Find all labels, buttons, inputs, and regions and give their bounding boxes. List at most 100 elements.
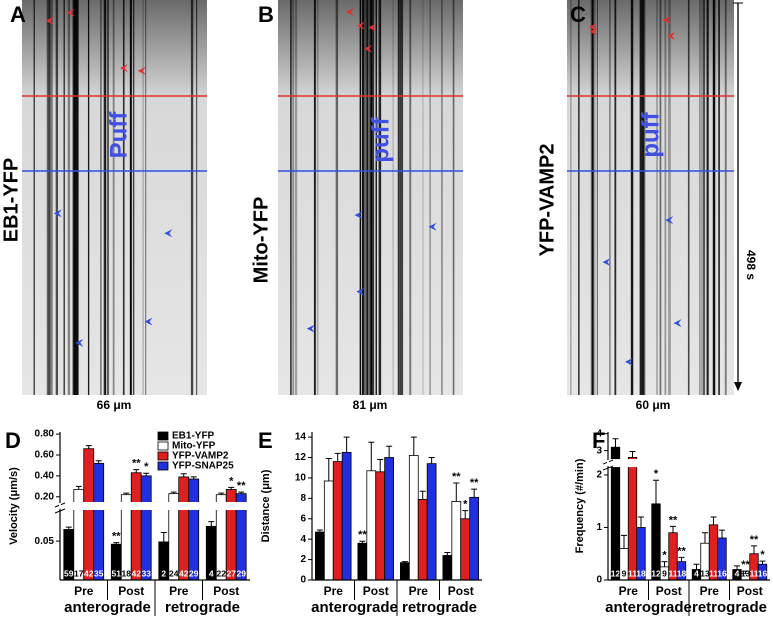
x-tick-label: Post [363,584,389,598]
count-label: 11 [709,568,718,578]
error-bar [462,510,469,519]
significance: * [144,461,149,473]
bar [83,448,95,581]
significance: ** [358,529,367,541]
arrowhead [734,382,742,391]
y-tick-label: 2 [596,470,602,481]
count-label: 9 [662,568,667,578]
group-label: retrograde [165,599,240,616]
kymo-track [668,0,670,395]
kymo-track [49,0,51,395]
significance: ** [132,458,141,470]
count-label: 59 [64,568,74,578]
count-label: 51 [112,568,122,578]
y-axis-title: Velocity (μm/s) [8,467,20,545]
x-tick-label: Pre [619,584,639,598]
puff-label: Puff [105,111,132,159]
kymo-track [122,0,125,395]
significance: ** [470,477,479,489]
arrowhead [662,16,671,25]
arrowhead [673,319,682,328]
time-label: 498 s [744,250,758,280]
error-bar [678,556,685,562]
bar [130,472,142,581]
error-bar [368,441,375,471]
kymo-track [609,0,611,395]
panel-letter: D [5,428,21,453]
y-tick-label: 0.05 [35,536,55,547]
legend-swatch [157,461,169,471]
error-bar [170,491,177,494]
count-label: 4 [209,568,214,578]
kymograph [567,0,734,395]
arrowhead [667,31,676,40]
legend-label: YFP-SNAP25 [172,461,234,472]
arrowhead [602,258,611,267]
kymo-track [47,0,53,395]
x-tick-label: Post [448,584,474,598]
arrowhead [364,44,373,53]
bar [314,531,325,581]
bar [610,446,621,581]
kymo-track [639,0,645,395]
bar [627,456,638,581]
significance: ** [237,480,246,492]
x-tick-label: Pre [169,584,189,598]
arrowhead [306,324,315,333]
error-bar [160,532,167,542]
kymo-track [429,0,431,395]
kymo-track [422,0,424,395]
kymo-track [452,0,455,395]
bar [399,562,410,581]
kymo-track [87,0,90,395]
puff-label: puff [637,111,664,157]
arrowhead [164,229,173,238]
group-label: anterograde [64,599,151,616]
panel-letter: F [592,428,605,453]
kymo-track [596,0,598,395]
y-tick-label: 4 [300,534,306,545]
error-bar [95,460,102,464]
count-label: 42 [179,568,189,578]
bar [375,471,386,581]
x-tick-label: Post [737,584,763,598]
error-bar [410,436,417,456]
error-bar [428,457,435,464]
kymo-track [375,0,377,395]
y-tick-label: 12 [295,452,307,463]
error-bar [693,563,700,570]
y-tick-label: 10 [295,473,307,484]
kymo-track [591,0,594,395]
error-bar [629,450,636,458]
count-label: 29 [236,568,246,578]
error-bar [742,570,749,574]
bar [341,452,352,581]
arrowhead [624,357,633,366]
count-label: 24 [169,568,179,578]
y-tick-label: 0.40 [35,471,55,482]
bar [426,463,437,581]
kymo-track [124,0,125,395]
arrowhead [75,338,84,347]
axis-break [54,502,252,510]
error-bar [143,472,150,476]
legend-label: Mito-YFP [172,441,216,452]
arrowhead [53,209,62,218]
count-label: 22 [217,568,227,578]
kymo-track [106,0,110,395]
count-label: 12 [651,568,661,578]
y-tick-label: 3 [596,445,602,456]
y-tick-label: 0 [596,575,602,586]
error-bar [401,561,408,563]
panel-letter: A [10,2,26,27]
kymo-track [644,0,646,395]
error-bar [113,542,120,545]
error-bar [228,486,235,490]
kymo-track [72,0,76,395]
bar [332,461,343,581]
kymo-track [313,0,316,395]
kymo-track [703,0,706,395]
arrowhead [137,66,146,75]
significance: ** [677,545,686,557]
